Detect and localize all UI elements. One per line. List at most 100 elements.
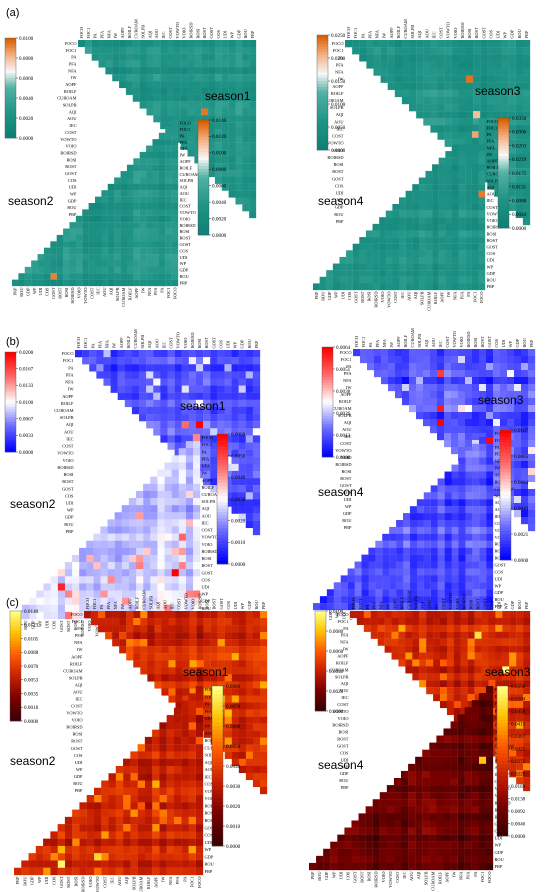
heatmap-cell: [445, 151, 453, 158]
heatmap-cell: [95, 222, 102, 229]
heatmap-cell: [173, 838, 182, 847]
heatmap-cell: [187, 67, 195, 75]
heatmap-cell: [333, 582, 341, 590]
heatmap-cell: [451, 250, 459, 258]
heatmap-cell: [430, 506, 438, 514]
heatmap-cell: [144, 824, 153, 832]
heatmap-cell: [438, 177, 446, 185]
heatmap-cell: [18, 273, 25, 280]
heatmap-cell: [146, 151, 153, 159]
heatmap-cell: [252, 492, 261, 500]
col-tick-label: AQI: [147, 30, 152, 38]
heatmap-cell: [217, 350, 225, 358]
heatmap-cell: [458, 485, 466, 493]
heatmap-cell: [105, 67, 113, 75]
col-tick-label: UDI: [226, 340, 231, 348]
heatmap-cell: [403, 554, 411, 562]
heatmap-cell: [516, 721, 524, 729]
heatmap-cell: [446, 707, 454, 715]
heatmap-cell: [189, 625, 197, 633]
heatmap-cell: [412, 250, 419, 258]
heatmap-cell: [473, 75, 481, 83]
heatmap-cell: [131, 399, 140, 408]
heatmap-cell: [249, 122, 257, 130]
heatmap-cell: [139, 60, 147, 68]
row-tick-label: ROILF: [339, 399, 352, 404]
col-tick-label: ROST: [480, 336, 485, 348]
row-tick-label: SOLPB: [335, 674, 349, 679]
heatmap-cell: [402, 384, 410, 392]
heatmap-cell: [171, 241, 179, 248]
heatmap-cell: [465, 412, 473, 420]
heatmap-cell: [388, 384, 396, 392]
heatmap-cell: [516, 728, 524, 736]
heatmap-cell: [63, 234, 70, 242]
heatmap-cell: [465, 485, 473, 493]
heatmap-cell: [238, 653, 247, 661]
heatmap-cell: [12, 279, 19, 287]
heatmap-cell: [144, 809, 153, 817]
row-tick-label: GDP: [343, 511, 352, 516]
heatmap-cell: [401, 54, 410, 62]
heatmap-cell: [440, 659, 448, 667]
heatmap-cell: [440, 680, 448, 688]
heatmap-cell: [438, 256, 446, 264]
heatmap-cell: [458, 75, 467, 83]
heatmap-cell: [398, 631, 406, 639]
heatmap-cell: [488, 617, 496, 625]
heatmap-cell: [249, 135, 257, 143]
heatmap-cell: [165, 164, 172, 172]
colorbar-segment: [5, 133, 16, 136]
heatmap-cell: [166, 867, 175, 876]
heatmap-cell: [174, 378, 182, 386]
heatmap-cell: [93, 533, 101, 541]
colorbar-segment: [5, 48, 16, 51]
heatmap-cell: [465, 164, 472, 172]
heatmap-cell: [440, 611, 448, 619]
heatmap-cell: [467, 659, 475, 667]
colorbar-segment: [5, 38, 16, 41]
heatmap-cell: [437, 568, 445, 576]
colorbar-segment: [498, 214, 509, 218]
heatmap-cell: [405, 270, 413, 277]
heatmap-cell: [188, 392, 197, 400]
heatmap-cell: [451, 589, 459, 597]
row-tick-label: AQI: [341, 681, 349, 686]
heatmap-cell: [399, 237, 406, 244]
colorbar-segment: [212, 738, 223, 743]
heatmap-cell: [412, 270, 419, 277]
heatmap-cell: [153, 81, 161, 89]
heatmap-cell: [465, 540, 473, 548]
row-tick-label: IEC: [75, 697, 82, 702]
heatmap-cell: [460, 611, 468, 619]
heatmap-cell: [50, 576, 58, 584]
heatmap-cell: [43, 838, 51, 847]
row-tick-label: PFA: [487, 139, 496, 144]
col-tick-label: COST: [439, 27, 444, 39]
heatmap-cell: [178, 490, 186, 499]
heatmap-cell: [528, 370, 536, 378]
heatmap-cell: [95, 228, 102, 236]
heatmap-cell: [451, 197, 459, 205]
heatmap-cell: [523, 728, 531, 736]
heatmap-cell: [487, 132, 495, 140]
heatmap-cell: [409, 61, 417, 69]
heatmap-cell: [487, 139, 495, 147]
heatmap-cell: [467, 617, 475, 625]
heatmap-cell: [402, 398, 410, 406]
heatmap-cell: [242, 129, 250, 136]
colorbar-segment: [5, 399, 16, 403]
heatmap-cell: [423, 377, 431, 385]
col-tick-label: NFA: [113, 600, 118, 609]
heatmap-cell: [154, 618, 162, 626]
heatmap-cell: [107, 604, 115, 613]
col-tick-label: PRP: [15, 876, 20, 884]
heatmap-cell: [224, 639, 232, 647]
heatmap-cell: [188, 802, 196, 810]
heatmap-cell: [479, 464, 487, 472]
heatmap-cell: [372, 276, 380, 284]
colorbar-segment: [498, 167, 509, 171]
heatmap-cell: [502, 617, 510, 625]
colorbar-segment: [322, 358, 333, 362]
colorbar-segment: [217, 440, 228, 445]
